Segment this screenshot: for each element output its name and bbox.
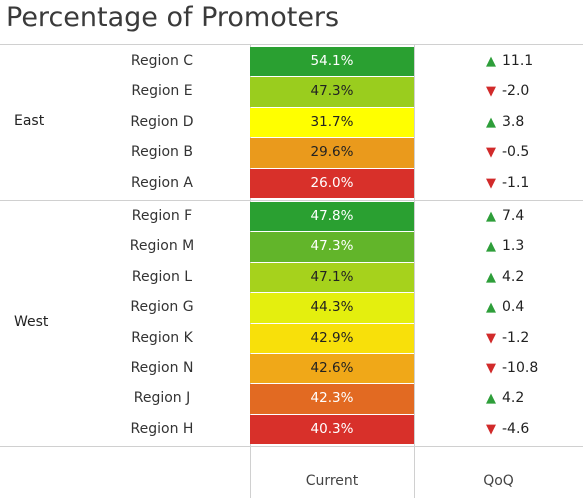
triangle-down-icon: ▼: [486, 175, 496, 191]
table-row: Region F 47.8% ▲ 7.4: [0, 201, 583, 232]
triangle-up-icon: ▲: [486, 300, 496, 316]
current-value-cell: 29.6%: [250, 138, 414, 168]
triangle-up-icon: ▲: [486, 269, 496, 285]
qoq-value: ▼ -4.6: [486, 414, 529, 445]
qoq-number: 7.4: [502, 208, 525, 224]
triangle-up-icon: ▲: [486, 54, 496, 69]
current-value-cell: 42.3%: [250, 384, 414, 414]
region-label: Region C: [130, 53, 194, 69]
table-top-border: [0, 44, 583, 45]
group-divider: [0, 200, 583, 201]
group-label: West: [14, 313, 49, 330]
current-value-cell: 47.1%: [250, 262, 414, 293]
triangle-down-icon: ▼: [486, 421, 496, 437]
table-row: Region E 47.3% ▼ -2.0: [0, 76, 583, 107]
qoq-value: ▼ -0.5: [486, 137, 529, 168]
current-value-cell: 42.9%: [250, 323, 414, 353]
qoq-value: ▲ 1.3: [486, 231, 524, 262]
qoq-number: 1.3: [502, 238, 525, 255]
triangle-down-icon: ▼: [486, 145, 496, 161]
current-value-cell: 40.3%: [250, 414, 414, 445]
region-label: Region G: [130, 299, 194, 316]
triangle-down-icon: ▼: [486, 361, 496, 376]
table-row: Region K 42.9% ▼ -1.2: [0, 323, 583, 353]
table-row: Region H 40.3% ▼ -4.6: [0, 414, 583, 445]
region-label: Region F: [131, 208, 193, 224]
qoq-number: -4.6: [502, 420, 530, 437]
region-label: Region D: [130, 113, 194, 130]
qoq-value: ▲ 7.4: [486, 201, 524, 232]
triangle-down-icon: ▼: [486, 330, 496, 346]
qoq-number: 11.1: [502, 53, 534, 69]
region-label: Region A: [131, 174, 193, 191]
qoq-number: -1.1: [502, 174, 530, 191]
region-label: Region J: [133, 390, 191, 407]
table-row: Region G 44.3% ▲ 0.4: [0, 292, 583, 323]
qoq-value: ▼ -10.8: [486, 353, 538, 384]
qoq-number: -0.5: [502, 144, 530, 161]
current-value-cell: 26.0%: [250, 168, 414, 198]
table-row: Region D 31.7% ▲ 3.8: [0, 107, 583, 138]
qoq-value: ▼ -1.1: [486, 168, 529, 199]
qoq-number: -1.2: [502, 329, 530, 346]
qoq-value: ▲ 3.8: [486, 107, 524, 138]
table-row: Region A 26.0% ▼ -1.1: [0, 168, 583, 198]
table-row: Region C 54.1% ▲ 11.1: [0, 46, 583, 77]
qoq-value: ▼ -2.0: [486, 76, 529, 107]
qoq-value: ▲ 0.4: [486, 292, 524, 323]
qoq-number: 0.4: [502, 299, 525, 316]
region-label: Region B: [131, 144, 193, 161]
current-value-cell: 47.3%: [250, 232, 414, 262]
triangle-up-icon: ▲: [486, 209, 496, 224]
table-row: Region B 29.6% ▼ -0.5: [0, 137, 583, 168]
qoq-number: -2.0: [502, 83, 530, 100]
current-value-cell: 47.3%: [250, 77, 414, 107]
triangle-up-icon: ▲: [486, 239, 496, 255]
page-title: Percentage of Promoters: [6, 2, 340, 33]
triangle-down-icon: ▼: [486, 84, 496, 100]
region-label: Region M: [129, 238, 195, 255]
table-row: Region J 42.3% ▲ 4.2: [0, 383, 583, 414]
qoq-value: ▲ 4.2: [486, 262, 524, 293]
group-divider: [0, 446, 583, 448]
region-label: Region K: [131, 329, 193, 346]
qoq-number: -10.8: [502, 360, 539, 376]
current-value-cell: 42.6%: [250, 354, 414, 384]
column-divider: [414, 44, 415, 498]
qoq-value: ▼ -1.2: [486, 323, 529, 354]
qoq-number: 4.2: [502, 390, 525, 407]
triangle-up-icon: ▲: [486, 391, 496, 407]
qoq-number: 3.8: [502, 113, 525, 130]
table-row: Region M 47.3% ▲ 1.3: [0, 231, 583, 262]
group-label: East: [14, 113, 45, 129]
region-label: Region H: [130, 420, 194, 437]
qoq-value: ▲ 11.1: [486, 46, 533, 77]
table-row: Region N 42.6% ▼ -10.8: [0, 353, 583, 384]
current-value-cell: 31.7%: [250, 107, 414, 138]
triangle-up-icon: ▲: [486, 114, 496, 130]
qoq-number: 4.2: [502, 268, 525, 285]
current-value-cell: 54.1%: [250, 47, 414, 77]
qoq-value: ▲ 4.2: [486, 383, 524, 414]
table-row: Region L 47.1% ▲ 4.2: [0, 262, 583, 293]
region-label: Region E: [131, 83, 193, 100]
region-label: Region N: [130, 360, 194, 376]
column-header-qoq: QoQ: [483, 473, 514, 489]
column-header-current: Current: [305, 473, 359, 489]
region-label: Region L: [131, 268, 193, 285]
current-value-cell: 47.8%: [250, 202, 414, 232]
current-value-cell: 44.3%: [250, 293, 414, 323]
